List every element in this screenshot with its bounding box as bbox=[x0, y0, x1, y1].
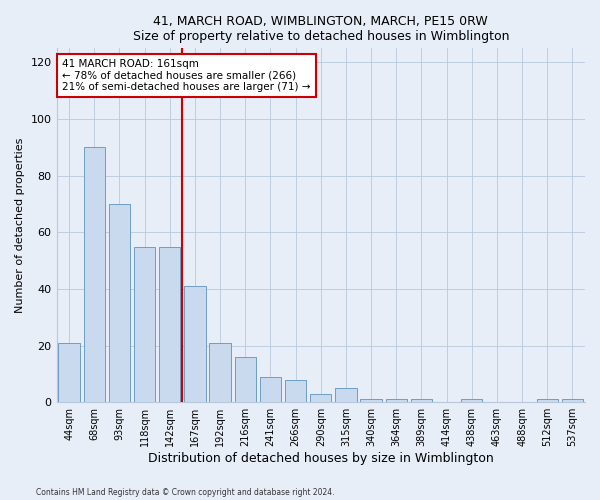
Text: Contains HM Land Registry data © Crown copyright and database right 2024.: Contains HM Land Registry data © Crown c… bbox=[36, 488, 335, 497]
X-axis label: Distribution of detached houses by size in Wimblington: Distribution of detached houses by size … bbox=[148, 452, 494, 465]
Bar bbox=[562, 400, 583, 402]
Bar bbox=[260, 376, 281, 402]
Y-axis label: Number of detached properties: Number of detached properties bbox=[15, 138, 25, 313]
Bar bbox=[109, 204, 130, 402]
Bar bbox=[361, 400, 382, 402]
Bar bbox=[58, 343, 80, 402]
Bar bbox=[285, 380, 307, 402]
Title: 41, MARCH ROAD, WIMBLINGTON, MARCH, PE15 0RW
Size of property relative to detach: 41, MARCH ROAD, WIMBLINGTON, MARCH, PE15… bbox=[133, 15, 509, 43]
Bar bbox=[335, 388, 356, 402]
Bar bbox=[411, 400, 432, 402]
Text: 41 MARCH ROAD: 161sqm
← 78% of detached houses are smaller (266)
21% of semi-det: 41 MARCH ROAD: 161sqm ← 78% of detached … bbox=[62, 59, 310, 92]
Bar bbox=[184, 286, 206, 402]
Bar bbox=[159, 246, 181, 402]
Bar bbox=[209, 343, 231, 402]
Bar bbox=[386, 400, 407, 402]
Bar bbox=[536, 400, 558, 402]
Bar bbox=[134, 246, 155, 402]
Bar bbox=[310, 394, 331, 402]
Bar bbox=[83, 148, 105, 402]
Bar bbox=[235, 357, 256, 402]
Bar bbox=[461, 400, 482, 402]
